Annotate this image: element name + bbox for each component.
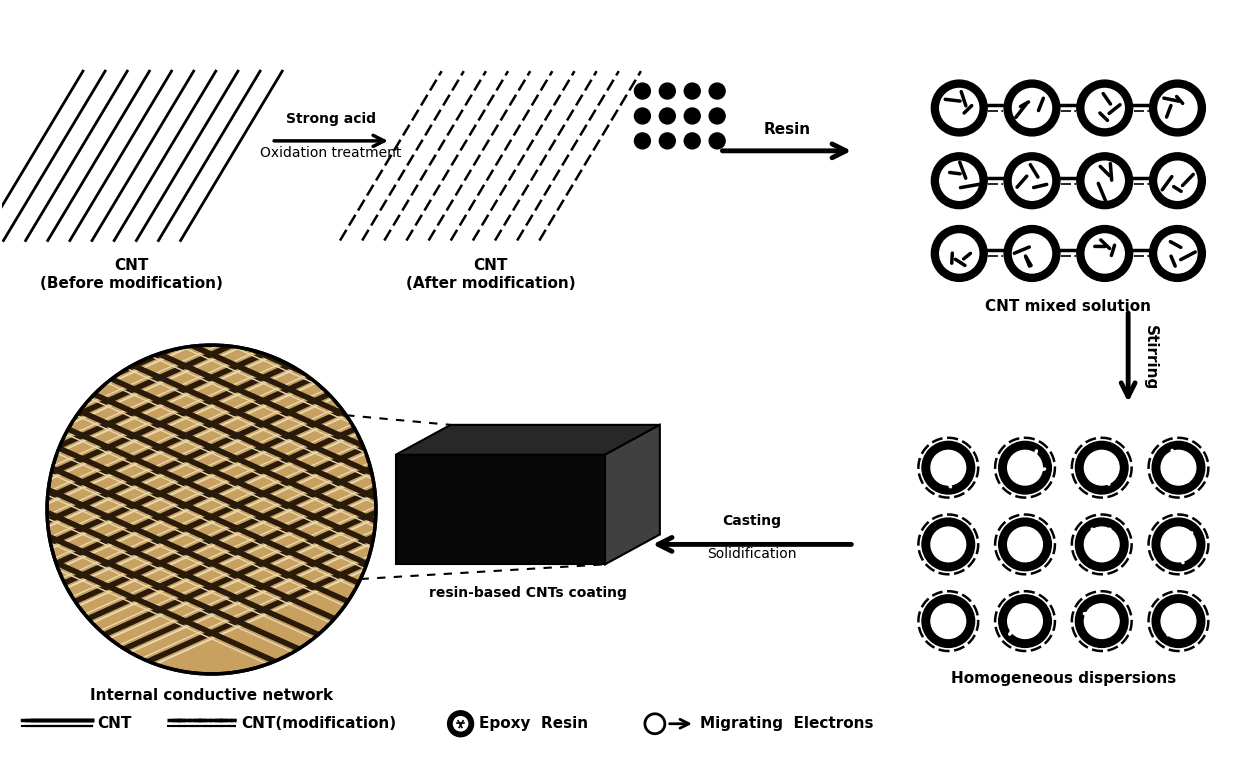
Circle shape — [709, 133, 725, 149]
Text: Migrating  Electrons: Migrating Electrons — [699, 716, 873, 731]
Circle shape — [1008, 527, 1043, 562]
Circle shape — [684, 133, 701, 149]
Circle shape — [1076, 153, 1132, 208]
Circle shape — [998, 441, 1052, 494]
Circle shape — [931, 450, 966, 485]
Circle shape — [1085, 450, 1118, 485]
Circle shape — [448, 711, 474, 737]
Circle shape — [1013, 234, 1052, 273]
Circle shape — [1013, 89, 1052, 127]
Circle shape — [1004, 226, 1060, 282]
Circle shape — [923, 595, 975, 648]
Circle shape — [1149, 226, 1205, 282]
Text: Solidification: Solidification — [707, 547, 797, 562]
Circle shape — [454, 716, 467, 731]
Circle shape — [1008, 450, 1043, 485]
Circle shape — [660, 108, 676, 124]
Circle shape — [931, 527, 966, 562]
Text: Homogeneous dispersions: Homogeneous dispersions — [951, 671, 1176, 686]
Circle shape — [1075, 441, 1128, 494]
Circle shape — [645, 713, 665, 734]
Circle shape — [635, 133, 651, 149]
Text: CNT
(After modification): CNT (After modification) — [405, 259, 575, 291]
Text: Epoxy  Resin: Epoxy Resin — [479, 716, 588, 731]
Circle shape — [998, 595, 1052, 648]
Text: Strong acid: Strong acid — [286, 112, 376, 126]
Circle shape — [923, 441, 975, 494]
Text: Internal conductive network: Internal conductive network — [91, 688, 334, 703]
Circle shape — [923, 518, 975, 571]
Circle shape — [709, 83, 725, 99]
Circle shape — [660, 83, 676, 99]
Text: CNT(modification): CNT(modification) — [242, 716, 397, 731]
Text: Resin: Resin — [764, 122, 811, 137]
Circle shape — [998, 518, 1052, 571]
Circle shape — [1085, 89, 1125, 127]
Circle shape — [1008, 604, 1043, 639]
Text: resin-based CNTs coating: resin-based CNTs coating — [429, 586, 626, 600]
Circle shape — [1161, 604, 1195, 639]
Circle shape — [1152, 518, 1205, 571]
Text: CNT
(Before modification): CNT (Before modification) — [41, 259, 223, 291]
Circle shape — [1152, 595, 1205, 648]
Circle shape — [940, 89, 978, 127]
Circle shape — [1076, 226, 1132, 282]
Circle shape — [931, 226, 987, 282]
Circle shape — [1161, 527, 1195, 562]
Text: CNT: CNT — [97, 716, 131, 731]
Circle shape — [47, 345, 376, 674]
Circle shape — [1085, 161, 1125, 200]
Circle shape — [940, 161, 978, 200]
Polygon shape — [605, 425, 660, 565]
Circle shape — [1161, 450, 1195, 485]
Polygon shape — [396, 455, 605, 565]
Text: Oxidation treatment: Oxidation treatment — [260, 146, 402, 160]
Circle shape — [684, 108, 701, 124]
Circle shape — [709, 108, 725, 124]
Text: Casting: Casting — [723, 514, 781, 529]
Circle shape — [1004, 80, 1060, 136]
Circle shape — [1075, 595, 1128, 648]
Text: CNT mixed solution: CNT mixed solution — [986, 299, 1152, 314]
Circle shape — [1085, 604, 1118, 639]
Circle shape — [635, 83, 651, 99]
Circle shape — [1013, 161, 1052, 200]
Circle shape — [940, 234, 978, 273]
Circle shape — [1152, 441, 1205, 494]
Circle shape — [1158, 89, 1197, 127]
Text: Stirring: Stirring — [1143, 325, 1158, 390]
Polygon shape — [396, 425, 660, 455]
Circle shape — [1075, 518, 1128, 571]
Circle shape — [1085, 234, 1125, 273]
Circle shape — [931, 604, 966, 639]
Circle shape — [1149, 80, 1205, 136]
Circle shape — [1158, 161, 1197, 200]
Circle shape — [1085, 527, 1118, 562]
Circle shape — [1004, 153, 1060, 208]
Circle shape — [660, 133, 676, 149]
Circle shape — [1149, 153, 1205, 208]
Circle shape — [684, 83, 701, 99]
Circle shape — [1076, 80, 1132, 136]
Circle shape — [931, 153, 987, 208]
Circle shape — [635, 108, 651, 124]
Circle shape — [931, 80, 987, 136]
Circle shape — [1158, 234, 1197, 273]
